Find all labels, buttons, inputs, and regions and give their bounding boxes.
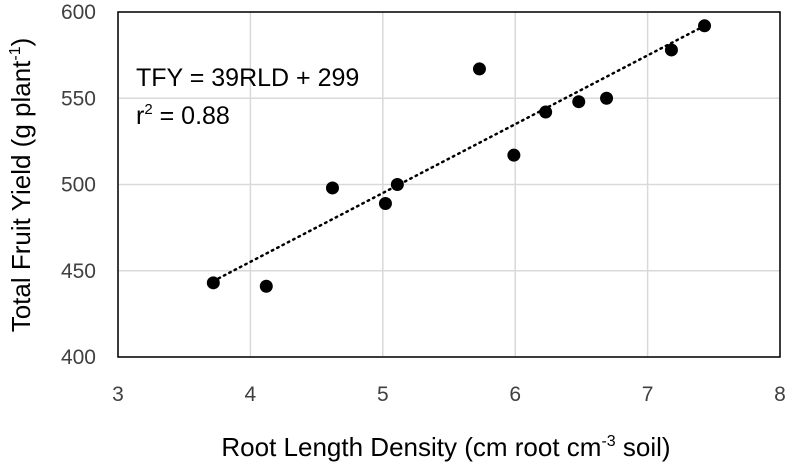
data-point xyxy=(539,105,553,119)
y-axis-title-main: Total Fruit Yield (g plant xyxy=(6,60,36,332)
y-tick-label: 500 xyxy=(61,174,96,197)
y-tick-label: 550 xyxy=(61,87,96,110)
trendline xyxy=(212,24,706,283)
plot-frame xyxy=(117,11,781,358)
y-tick-label: 400 xyxy=(61,346,96,369)
data-point xyxy=(472,62,486,76)
x-axis-title-sup: -3 xyxy=(601,433,615,450)
y-axis-title-sup: -1 xyxy=(7,46,24,60)
data-point xyxy=(507,148,521,162)
data-point xyxy=(378,196,392,210)
data-point xyxy=(600,91,614,105)
x-tick-label: 5 xyxy=(377,383,389,406)
data-point xyxy=(390,178,404,191)
y-tick-label: 450 xyxy=(61,260,96,283)
x-tick-labels: 3 4 5 6 7 8 xyxy=(112,383,786,406)
data-point xyxy=(325,181,339,195)
x-axis-title-main: Root Length Density (cm root cm xyxy=(221,432,601,462)
y-tick-label: 600 xyxy=(61,1,96,24)
x-axis-title: Root Length Density (cm root cm-3 soil) xyxy=(221,432,670,462)
x-axis-title-tail: soil) xyxy=(616,432,671,462)
data-point xyxy=(259,279,273,293)
data-point xyxy=(206,276,220,290)
data-point xyxy=(664,43,678,57)
x-tick-label: 7 xyxy=(642,383,654,406)
x-tick-label: 8 xyxy=(774,383,786,406)
r-squared-annotation: r2 = 0.88 xyxy=(136,101,230,130)
y-axis-title-tail: ) xyxy=(6,38,36,47)
x-tick-label: 3 xyxy=(112,383,124,406)
data-point xyxy=(698,19,712,33)
y-tick-labels: 400 450 500 550 600 xyxy=(61,1,96,369)
data-point xyxy=(572,95,586,109)
y-axis-title: Total Fruit Yield (g plant-1) xyxy=(6,38,36,333)
regression-equation: TFY = 39RLD + 299 xyxy=(136,64,359,92)
x-tick-label: 4 xyxy=(245,383,257,406)
r2-superscript: 2 xyxy=(144,101,152,118)
r2-prefix: r xyxy=(136,102,144,130)
r2-value: = 0.88 xyxy=(153,102,230,130)
data-points xyxy=(206,19,712,293)
x-tick-label: 6 xyxy=(509,383,521,406)
